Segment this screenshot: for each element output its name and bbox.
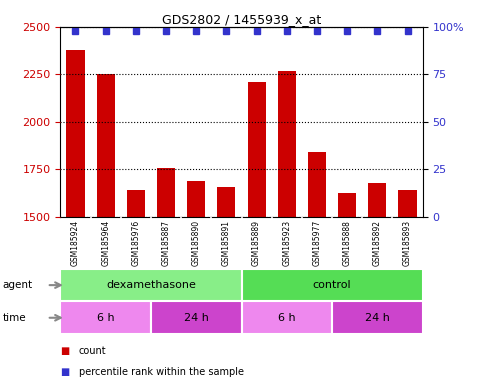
Bar (97, 74, 115, 217)
Text: GSM185964: GSM185964 (101, 220, 110, 266)
Text: agent: agent (2, 280, 32, 290)
Text: GSM185887: GSM185887 (161, 220, 170, 266)
Text: 24 h: 24 h (365, 313, 390, 323)
Bar (60, 301, 151, 334)
Text: 24 h: 24 h (184, 313, 209, 323)
Bar (127, 190, 145, 217)
Text: count: count (79, 346, 106, 356)
Bar (308, 152, 326, 217)
Text: ■: ■ (60, 367, 70, 377)
Text: GSM185891: GSM185891 (222, 220, 231, 266)
Text: GSM185977: GSM185977 (313, 220, 322, 266)
Text: dexamethasone: dexamethasone (106, 280, 196, 290)
Bar (332, 301, 423, 334)
Text: GSM185889: GSM185889 (252, 220, 261, 266)
Bar (398, 190, 416, 217)
Bar (248, 82, 266, 217)
Text: control: control (313, 280, 351, 290)
Bar (67, 50, 85, 217)
Bar (242, 269, 423, 301)
Text: GSM185924: GSM185924 (71, 220, 80, 266)
Bar (338, 193, 356, 217)
Bar (187, 181, 205, 217)
Text: GSM185976: GSM185976 (131, 220, 141, 266)
Text: GSM185892: GSM185892 (373, 220, 382, 266)
Text: GSM185888: GSM185888 (342, 220, 352, 266)
Bar (278, 71, 296, 217)
Bar (151, 301, 242, 334)
Text: 6 h: 6 h (278, 313, 296, 323)
Title: GDS2802 / 1455939_x_at: GDS2802 / 1455939_x_at (162, 13, 321, 26)
Bar (368, 183, 386, 217)
Text: ■: ■ (60, 346, 70, 356)
Text: 6 h: 6 h (97, 313, 114, 323)
Text: time: time (2, 313, 26, 323)
Text: GSM185923: GSM185923 (282, 220, 291, 266)
Text: percentile rank within the sample: percentile rank within the sample (79, 367, 244, 377)
Text: GSM185893: GSM185893 (403, 220, 412, 266)
Bar (217, 187, 236, 217)
Bar (60, 269, 242, 301)
Text: GSM185890: GSM185890 (192, 220, 201, 266)
Bar (242, 301, 332, 334)
Bar (157, 169, 175, 217)
